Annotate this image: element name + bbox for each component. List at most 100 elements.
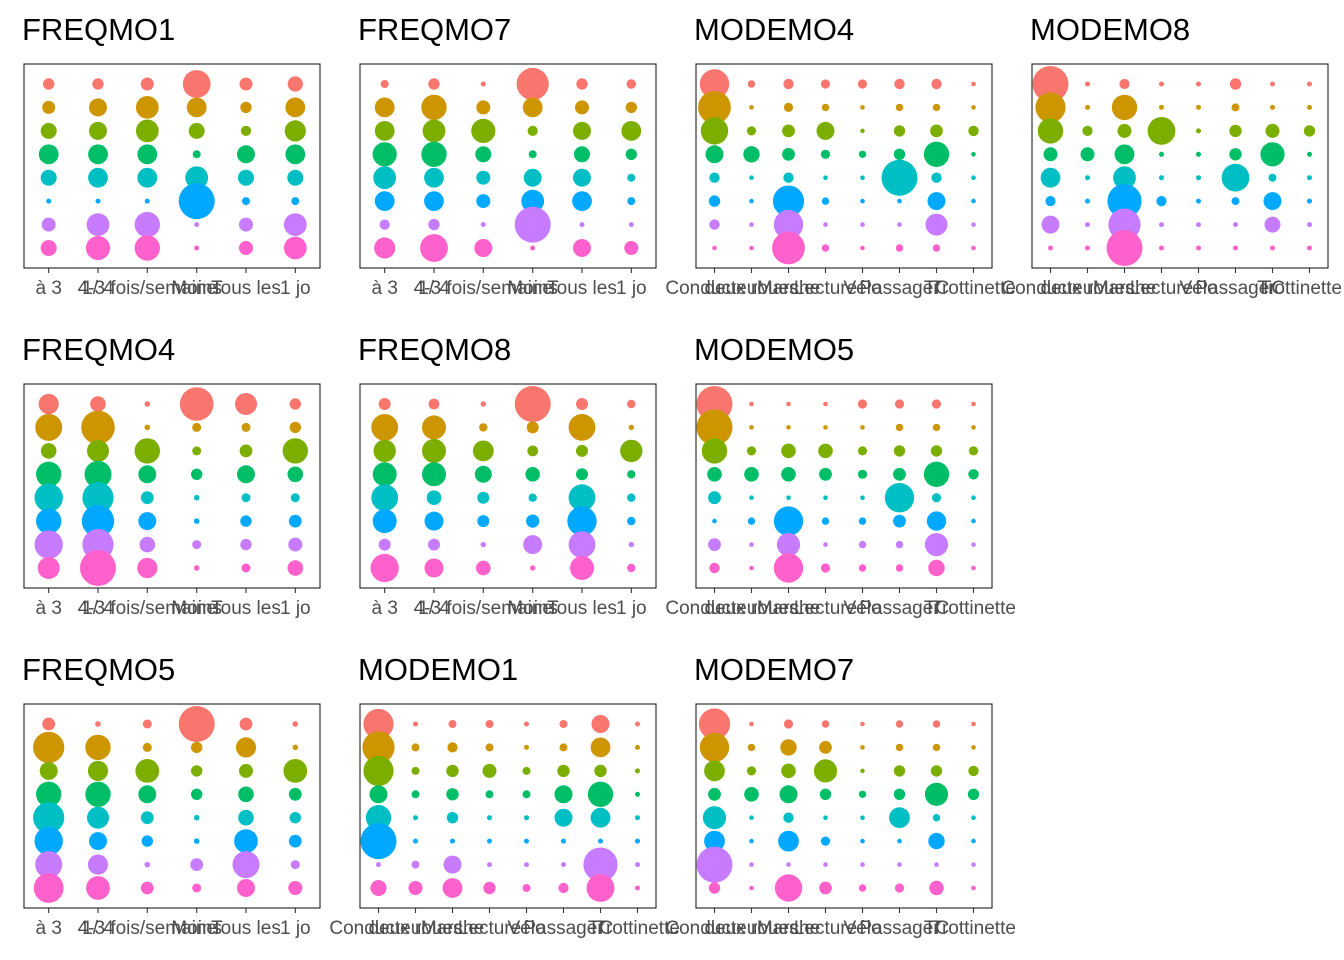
data-point: [188, 122, 205, 139]
data-point: [749, 245, 754, 251]
data-point: [823, 425, 828, 430]
data-point: [857, 399, 868, 409]
x-tick-label: 4-3 fois/semaine: [414, 278, 553, 299]
data-point: [820, 79, 831, 89]
data-point: [968, 446, 979, 456]
data-point: [823, 175, 828, 180]
data-point: [34, 826, 63, 856]
data-point: [1196, 104, 1201, 110]
data-point: [821, 103, 830, 112]
data-point: [85, 734, 111, 761]
data-point: [1307, 81, 1312, 87]
data-point: [860, 128, 865, 134]
data-point: [289, 421, 301, 434]
data-point: [858, 564, 867, 572]
data-point: [705, 145, 724, 164]
data-point: [179, 387, 214, 421]
data-point: [287, 560, 304, 576]
data-point: [895, 540, 904, 549]
data-point: [699, 732, 730, 763]
data-point: [240, 515, 252, 527]
data-point: [443, 855, 462, 874]
data-point: [479, 423, 488, 432]
x-tick-label: 4-3 fois/semaine: [78, 278, 217, 299]
x-tick-label: Vélo: [507, 918, 545, 939]
x-tick-label: 1/ 4: [418, 278, 450, 299]
data-point: [87, 854, 109, 875]
data-point: [897, 198, 902, 204]
data-point: [704, 830, 725, 852]
data-point: [39, 761, 58, 780]
data-point: [860, 245, 865, 251]
x-tick-label: à 3: [35, 918, 61, 939]
data-point: [567, 506, 597, 536]
data-point: [411, 743, 420, 752]
data-point: [90, 396, 106, 412]
data-point: [134, 211, 160, 238]
x-tick-label: Vélo: [843, 918, 881, 939]
data-point: [931, 172, 942, 183]
data-point: [476, 170, 491, 185]
data-point: [232, 851, 260, 879]
data-point: [471, 118, 496, 143]
data-point: [88, 167, 108, 188]
data-point: [1196, 81, 1201, 87]
data-point: [747, 743, 756, 752]
data-point: [860, 721, 865, 727]
data-point: [480, 541, 486, 548]
data-point: [134, 438, 160, 464]
x-tick-label: TC: [924, 278, 949, 299]
data-point: [772, 185, 805, 217]
data-point: [704, 760, 725, 782]
data-point: [138, 465, 157, 484]
data-point: [782, 124, 795, 138]
data-point: [487, 815, 492, 821]
data-point: [575, 100, 589, 115]
data-point: [895, 743, 904, 752]
data-point: [376, 862, 381, 868]
data-point: [971, 105, 976, 110]
x-tick-label: 1/ 4: [418, 598, 450, 619]
data-point: [1113, 166, 1136, 190]
data-point: [820, 149, 831, 159]
data-point: [92, 78, 104, 90]
x-tick-label: à 3: [35, 278, 61, 299]
x-tick-label: Trottinette: [931, 918, 1016, 939]
data-point: [749, 198, 754, 204]
x-tick-label: Passager: [523, 918, 604, 939]
data-point: [858, 517, 867, 525]
data-point: [821, 517, 830, 525]
data-point: [635, 791, 640, 797]
data-point: [625, 101, 637, 114]
data-point: [1229, 78, 1242, 90]
data-point: [193, 494, 200, 501]
data-point: [971, 222, 976, 227]
data-point: [235, 737, 257, 758]
data-point: [476, 194, 491, 209]
data-point: [749, 175, 754, 180]
data-point: [557, 764, 570, 778]
data-point: [477, 515, 490, 528]
facet-title: MODEMO4: [694, 12, 854, 47]
data-point: [635, 885, 640, 891]
panel-frame: [23, 63, 321, 269]
x-tick-label: deux roues: [1040, 278, 1134, 299]
data-point: [365, 805, 392, 831]
data-point: [86, 213, 110, 237]
data-point: [1035, 92, 1066, 123]
data-point: [238, 809, 254, 826]
x-tick-label: Trottinette: [931, 598, 1016, 619]
data-point: [897, 838, 902, 844]
data-point: [813, 759, 838, 783]
data-point: [783, 172, 794, 183]
data-point: [574, 146, 590, 163]
data-point: [776, 533, 801, 557]
data-point: [1196, 245, 1201, 251]
data-point: [971, 838, 976, 844]
data-point: [374, 237, 396, 259]
data-point: [1117, 123, 1132, 138]
x-tick-label: Conducteur: [329, 918, 428, 939]
data-point: [621, 120, 642, 141]
data-point: [472, 440, 494, 462]
